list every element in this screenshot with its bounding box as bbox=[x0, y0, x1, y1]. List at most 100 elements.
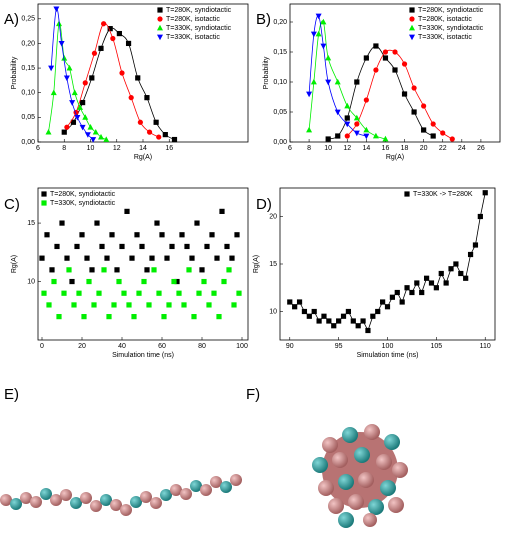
point bbox=[166, 302, 172, 308]
legend-label: T=280K, syndiotactic bbox=[166, 7, 232, 14]
point bbox=[82, 114, 89, 120]
point bbox=[134, 232, 140, 238]
y-tick-label: 0,15 bbox=[273, 49, 287, 56]
point bbox=[355, 323, 361, 329]
x-tick-label: 40 bbox=[118, 343, 126, 350]
point bbox=[74, 243, 80, 250]
point bbox=[126, 302, 132, 308]
point bbox=[121, 290, 127, 296]
x-tick-label: 6 bbox=[288, 145, 292, 152]
point bbox=[174, 278, 180, 285]
point bbox=[128, 95, 134, 101]
point bbox=[159, 232, 165, 238]
point bbox=[189, 255, 195, 261]
point bbox=[433, 285, 439, 291]
point bbox=[76, 290, 82, 296]
point bbox=[430, 121, 436, 127]
point bbox=[443, 280, 449, 286]
point bbox=[96, 290, 102, 296]
x-tick-label: 10 bbox=[87, 145, 95, 152]
point bbox=[206, 302, 212, 308]
point bbox=[363, 97, 369, 103]
point bbox=[74, 114, 81, 121]
point bbox=[54, 243, 60, 250]
plot-frame bbox=[37, 187, 249, 341]
point bbox=[149, 255, 155, 261]
point bbox=[375, 308, 381, 315]
x-tick-label: 14 bbox=[139, 145, 147, 152]
point bbox=[411, 109, 417, 115]
point bbox=[453, 261, 459, 267]
y-tick-label: 0,25 bbox=[21, 16, 35, 23]
legend-marker bbox=[157, 16, 163, 22]
point bbox=[363, 133, 370, 140]
point bbox=[104, 255, 110, 261]
point bbox=[234, 232, 240, 238]
point bbox=[292, 304, 298, 310]
x-tick-label: 60 bbox=[158, 343, 166, 350]
point bbox=[164, 255, 170, 261]
y-tick-label: 15 bbox=[27, 220, 35, 227]
point bbox=[372, 132, 379, 139]
legend-label: T=330K, isotactic bbox=[166, 34, 220, 41]
point bbox=[421, 103, 427, 109]
point bbox=[382, 49, 389, 55]
panel-label: F) bbox=[246, 386, 260, 403]
y-axis-label: Probability bbox=[263, 56, 270, 89]
point bbox=[306, 91, 313, 98]
legend-marker bbox=[41, 200, 47, 206]
point bbox=[211, 290, 217, 296]
point bbox=[171, 136, 178, 143]
point bbox=[61, 129, 67, 135]
point bbox=[353, 130, 360, 137]
point bbox=[137, 119, 143, 125]
series-line bbox=[308, 20, 386, 140]
point bbox=[82, 80, 88, 86]
point bbox=[310, 78, 317, 85]
point bbox=[224, 243, 230, 250]
legend-label: T=330K, isotactic bbox=[418, 34, 472, 41]
y-tick-label: 0,00 bbox=[273, 139, 287, 146]
legend-label: T=330K -> T=280K bbox=[413, 191, 473, 198]
point bbox=[336, 318, 342, 324]
point bbox=[360, 318, 366, 324]
point bbox=[119, 70, 125, 76]
point bbox=[423, 275, 430, 281]
x-tick-label: 90 bbox=[286, 343, 294, 350]
panel-label: C) bbox=[4, 196, 20, 213]
point bbox=[428, 280, 435, 286]
point bbox=[98, 45, 104, 51]
legend-label: T=280K, syndiotactic bbox=[50, 191, 116, 198]
point bbox=[325, 79, 332, 86]
point bbox=[151, 267, 157, 273]
point bbox=[89, 267, 95, 273]
panel-label: E) bbox=[4, 386, 19, 403]
legend-label: T=280K, isotactic bbox=[418, 16, 472, 23]
point bbox=[320, 18, 327, 25]
point bbox=[334, 78, 341, 85]
y-tick-label: 0,10 bbox=[273, 79, 287, 86]
point bbox=[161, 314, 167, 320]
y-tick-label: 10 bbox=[269, 308, 277, 315]
point bbox=[110, 35, 116, 42]
point bbox=[154, 220, 160, 226]
point bbox=[66, 267, 72, 273]
y-tick-label: 10 bbox=[27, 278, 35, 285]
point bbox=[392, 67, 398, 73]
point bbox=[103, 136, 110, 142]
point bbox=[414, 280, 420, 286]
point bbox=[84, 255, 90, 261]
point bbox=[156, 134, 162, 140]
point bbox=[114, 267, 120, 273]
point bbox=[124, 208, 130, 214]
x-axis-label: Simulation time (ns) bbox=[357, 352, 419, 359]
point bbox=[66, 64, 73, 71]
legend-marker bbox=[157, 7, 163, 13]
point bbox=[380, 299, 386, 305]
point bbox=[419, 289, 425, 296]
point bbox=[144, 267, 150, 273]
point bbox=[236, 290, 242, 296]
point bbox=[87, 124, 94, 130]
point bbox=[306, 126, 313, 133]
point bbox=[344, 121, 351, 128]
